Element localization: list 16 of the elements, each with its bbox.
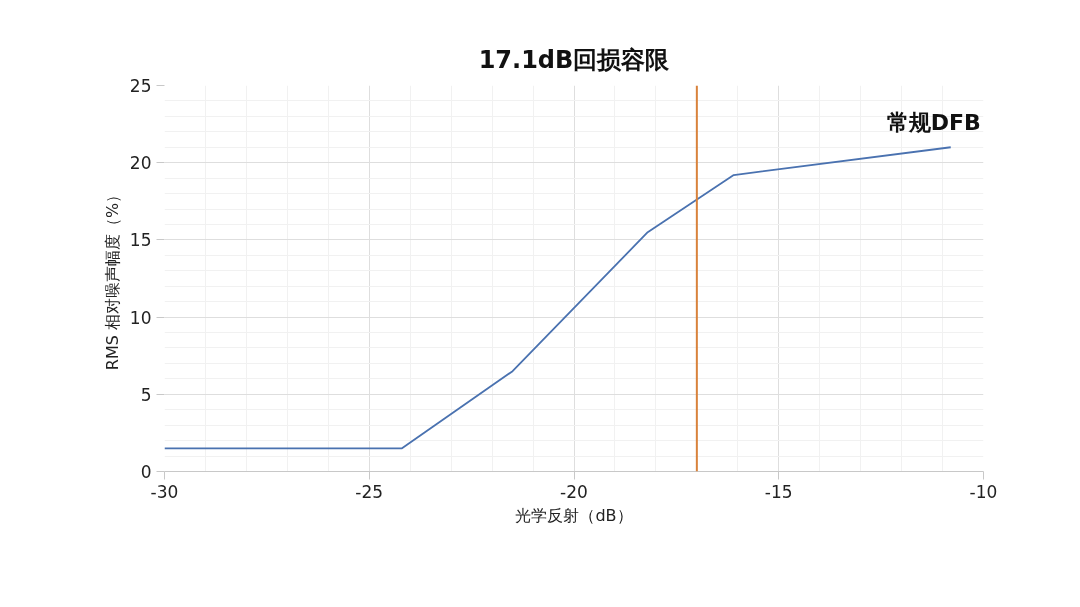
x-tick-label: -30 bbox=[150, 481, 179, 502]
y-tick-label: 25 bbox=[129, 76, 152, 96]
x-tick-label: -20 bbox=[560, 481, 588, 502]
line-series bbox=[164, 146, 952, 450]
y-tick-label: 15 bbox=[129, 230, 152, 251]
y-tick-label: 20 bbox=[129, 153, 152, 174]
x-tick-label: -25 bbox=[355, 481, 384, 502]
y-tick-label: 0 bbox=[140, 462, 152, 482]
x-tick-label: -10 bbox=[969, 481, 998, 502]
x-axis-title: 光学反射（dB） bbox=[515, 505, 633, 525]
y-axis-title: RMS 相对噪声幅度（%） bbox=[102, 186, 122, 371]
y-tick-label: 5 bbox=[140, 384, 152, 405]
ref-line-label: 17.1dB回损容限 bbox=[478, 45, 671, 74]
y-tick-label: 10 bbox=[129, 307, 152, 328]
series-label: 常规DFB bbox=[886, 110, 981, 136]
x-tick-label: -15 bbox=[764, 481, 793, 502]
